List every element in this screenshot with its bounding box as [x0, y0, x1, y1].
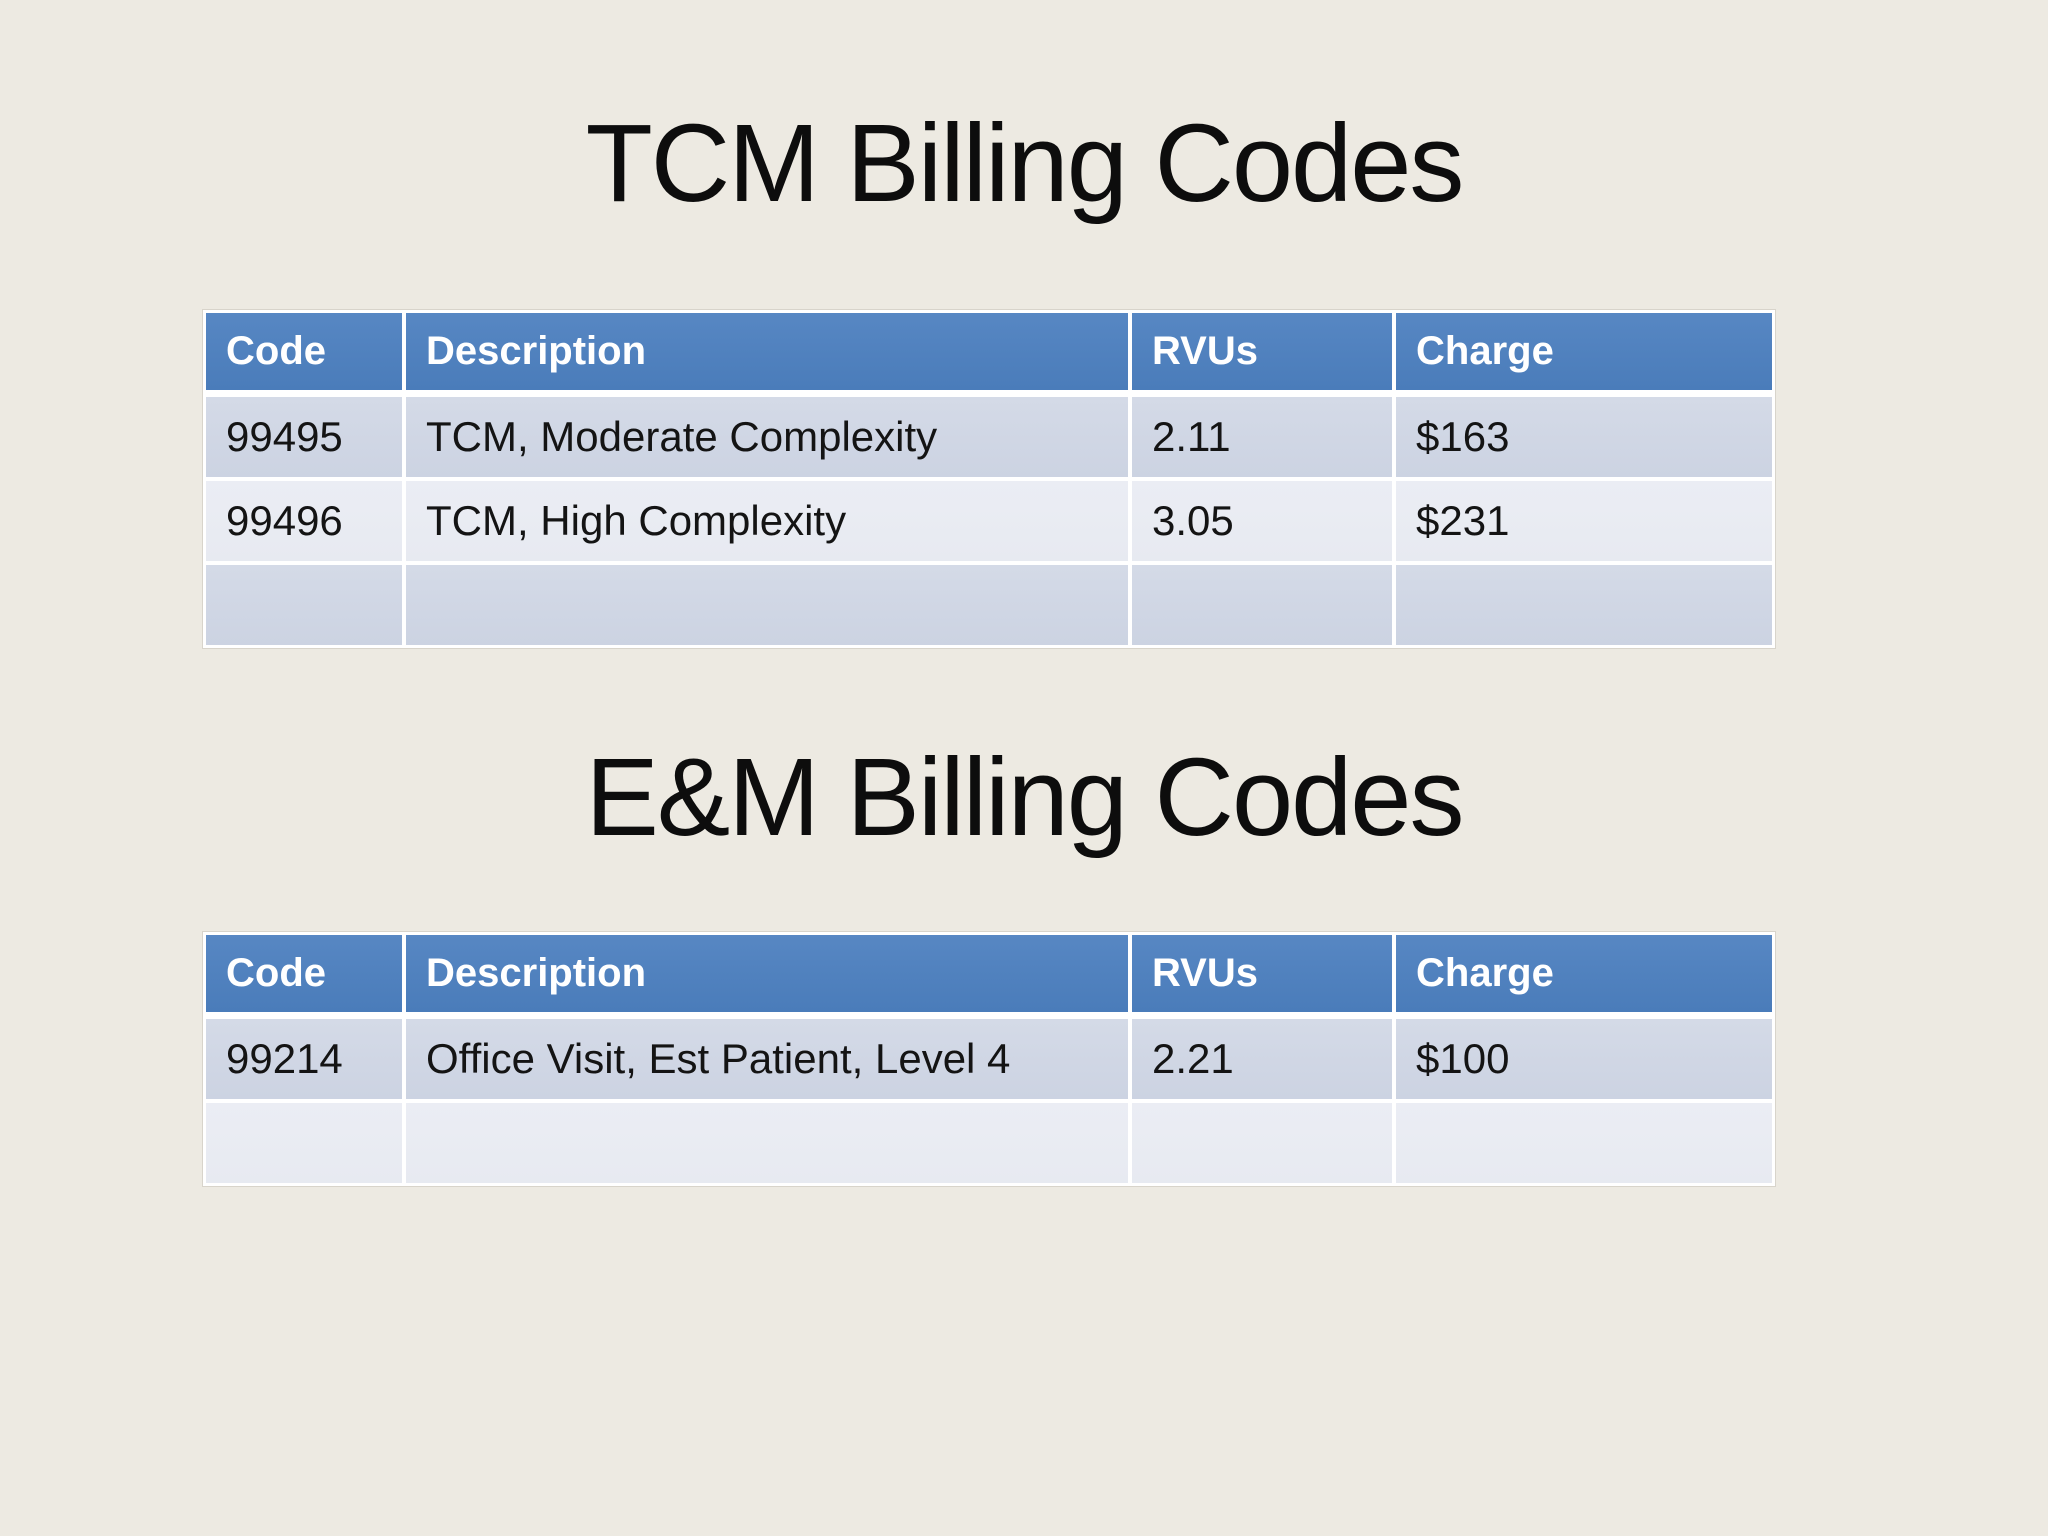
cell-code: 99496 — [206, 481, 402, 561]
cell-rvus: 2.21 — [1132, 1019, 1392, 1099]
cell-charge — [1396, 1103, 1772, 1183]
cell-description — [406, 565, 1128, 645]
column-header-rvus: RVUs — [1132, 935, 1392, 1012]
tcm-section-title: TCM Billing Codes — [585, 102, 1465, 225]
cell-charge: $231 — [1396, 481, 1772, 561]
tcm-billing-table: Code Description RVUs Charge 99495 TCM, … — [203, 310, 1775, 648]
column-header-charge: Charge — [1396, 313, 1772, 390]
cell-description: TCM, Moderate Complexity — [406, 397, 1128, 477]
cell-charge — [1396, 565, 1772, 645]
table-row-empty — [206, 565, 1772, 645]
cell-charge: $163 — [1396, 397, 1772, 477]
cell-code — [206, 1103, 402, 1183]
table-header-row: Code Description RVUs Charge — [206, 935, 1772, 1012]
table-row: 99214 Office Visit, Est Patient, Level 4… — [206, 1019, 1772, 1099]
cell-description — [406, 1103, 1128, 1183]
column-header-code: Code — [206, 935, 402, 1012]
cell-description: TCM, High Complexity — [406, 481, 1128, 561]
column-header-description: Description — [406, 935, 1128, 1012]
cell-description: Office Visit, Est Patient, Level 4 — [406, 1019, 1128, 1099]
em-section-title: E&M Billing Codes — [585, 736, 1465, 859]
column-header-code: Code — [206, 313, 402, 390]
column-header-rvus: RVUs — [1132, 313, 1392, 390]
cell-code: 99495 — [206, 397, 402, 477]
em-billing-table: Code Description RVUs Charge 99214 Offic… — [203, 932, 1775, 1186]
cell-rvus: 3.05 — [1132, 481, 1392, 561]
column-header-description: Description — [406, 313, 1128, 390]
cell-charge: $100 — [1396, 1019, 1772, 1099]
cell-rvus — [1132, 565, 1392, 645]
cell-code — [206, 565, 402, 645]
cell-rvus: 2.11 — [1132, 397, 1392, 477]
cell-code: 99214 — [206, 1019, 402, 1099]
table-row: 99495 TCM, Moderate Complexity 2.11 $163 — [206, 397, 1772, 477]
table-header-row: Code Description RVUs Charge — [206, 313, 1772, 390]
table-row-empty — [206, 1103, 1772, 1183]
table-row: 99496 TCM, High Complexity 3.05 $231 — [206, 481, 1772, 561]
column-header-charge: Charge — [1396, 935, 1772, 1012]
cell-rvus — [1132, 1103, 1392, 1183]
